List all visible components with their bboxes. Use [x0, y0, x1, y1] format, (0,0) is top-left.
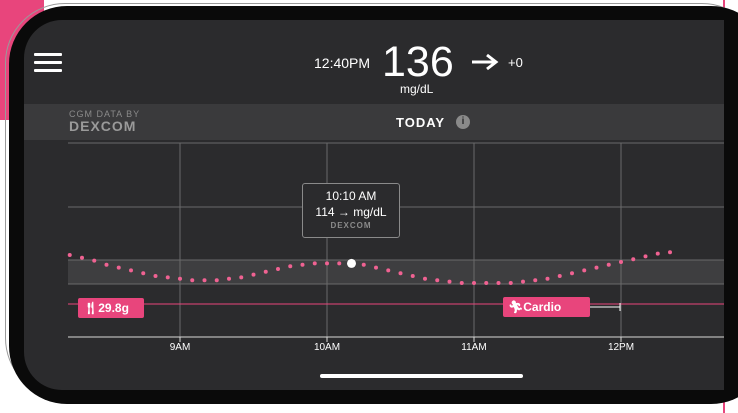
glucose-point	[288, 264, 293, 269]
glucose-point	[300, 262, 305, 267]
cgm-data-label: CGM DATA BY	[69, 109, 141, 119]
glucose-point	[570, 271, 574, 276]
glucose-reading: 136	[382, 38, 454, 86]
glucose-point	[227, 276, 231, 281]
glucose-point	[190, 278, 195, 283]
glucose-point	[386, 268, 391, 273]
glucose-point	[276, 267, 280, 271]
hamburger-menu-icon[interactable]	[34, 53, 62, 73]
glucose-point	[178, 276, 182, 281]
x-tick-label: 12PM	[608, 342, 634, 353]
glucose-point	[165, 275, 170, 280]
glucose-point	[312, 261, 317, 266]
tooltip-time: 10:10 AM	[325, 189, 377, 203]
chart-title: TODAY	[396, 115, 446, 130]
selected-point	[347, 258, 356, 268]
glucose-point	[263, 269, 268, 274]
glucose-point	[80, 255, 84, 260]
glucose-point	[251, 272, 256, 277]
glucose-point	[496, 281, 501, 285]
glucose-point	[447, 279, 452, 284]
x-tick-label: 9AM	[170, 342, 191, 353]
glucose-point	[239, 275, 244, 280]
glucose-point	[104, 262, 109, 267]
trend-arrow-icon	[472, 53, 499, 71]
info-icon[interactable]: i	[456, 115, 470, 129]
glucose-point	[521, 279, 525, 284]
glucose-point	[472, 281, 476, 285]
carb-amount: 29.8g	[98, 301, 129, 315]
chart-header-band	[24, 104, 724, 140]
x-tick-label: 11AM	[461, 342, 486, 353]
glucose-unit: mg/dL	[400, 82, 434, 96]
glucose-point	[423, 276, 427, 281]
glucose-point	[668, 250, 672, 255]
tooltip-value: 114 → mg/dL	[315, 205, 387, 219]
glucose-point	[508, 281, 513, 285]
dexcom-logo: DEXCOM	[69, 118, 137, 134]
exercise-event-badge[interactable]: 🏃︎Cardio	[503, 297, 590, 317]
glucose-point	[631, 257, 636, 262]
glucose-point	[67, 253, 72, 257]
glucose-point	[533, 278, 538, 283]
glucose-point	[545, 276, 550, 281]
glucose-point	[325, 261, 329, 266]
glucose-point	[410, 274, 415, 278]
reading-tooltip: 10:10 AM 114 → mg/dL DEXCOM	[302, 183, 400, 238]
glucose-point	[374, 265, 378, 270]
glucose-point	[484, 281, 489, 285]
tooltip-brand: DEXCOM	[330, 221, 372, 230]
glucose-point	[459, 281, 464, 285]
glucose-point	[643, 254, 648, 259]
x-tick-label: 10AM	[314, 342, 340, 353]
glucose-point	[594, 265, 599, 270]
glucose-point	[557, 274, 562, 278]
glucose-point	[361, 262, 366, 267]
glucose-point	[398, 271, 403, 276]
glucose-point	[92, 258, 97, 263]
trend-delta: +0	[508, 55, 523, 70]
glucose-point	[153, 274, 158, 278]
glucose-point	[202, 278, 207, 283]
glucose-point	[337, 261, 342, 266]
glucose-point	[116, 265, 121, 270]
glucose-point	[435, 278, 440, 283]
current-time: 12:40PM	[314, 55, 371, 71]
running-icon: 🏃︎	[508, 300, 524, 314]
fork-knife-icon: 🍴︎	[83, 301, 99, 315]
glucose-point	[619, 260, 623, 264]
exercise-label: Cardio	[523, 300, 562, 314]
glucose-point	[655, 251, 660, 256]
target-range-band	[68, 260, 724, 284]
glucose-point	[606, 262, 611, 267]
carb-event-badge[interactable]: 🍴︎29.8g	[78, 298, 144, 318]
glucose-point	[214, 278, 219, 283]
glucose-point	[141, 271, 146, 276]
home-indicator[interactable]	[320, 374, 523, 378]
glucose-point	[582, 268, 587, 273]
glucose-point	[129, 268, 133, 273]
